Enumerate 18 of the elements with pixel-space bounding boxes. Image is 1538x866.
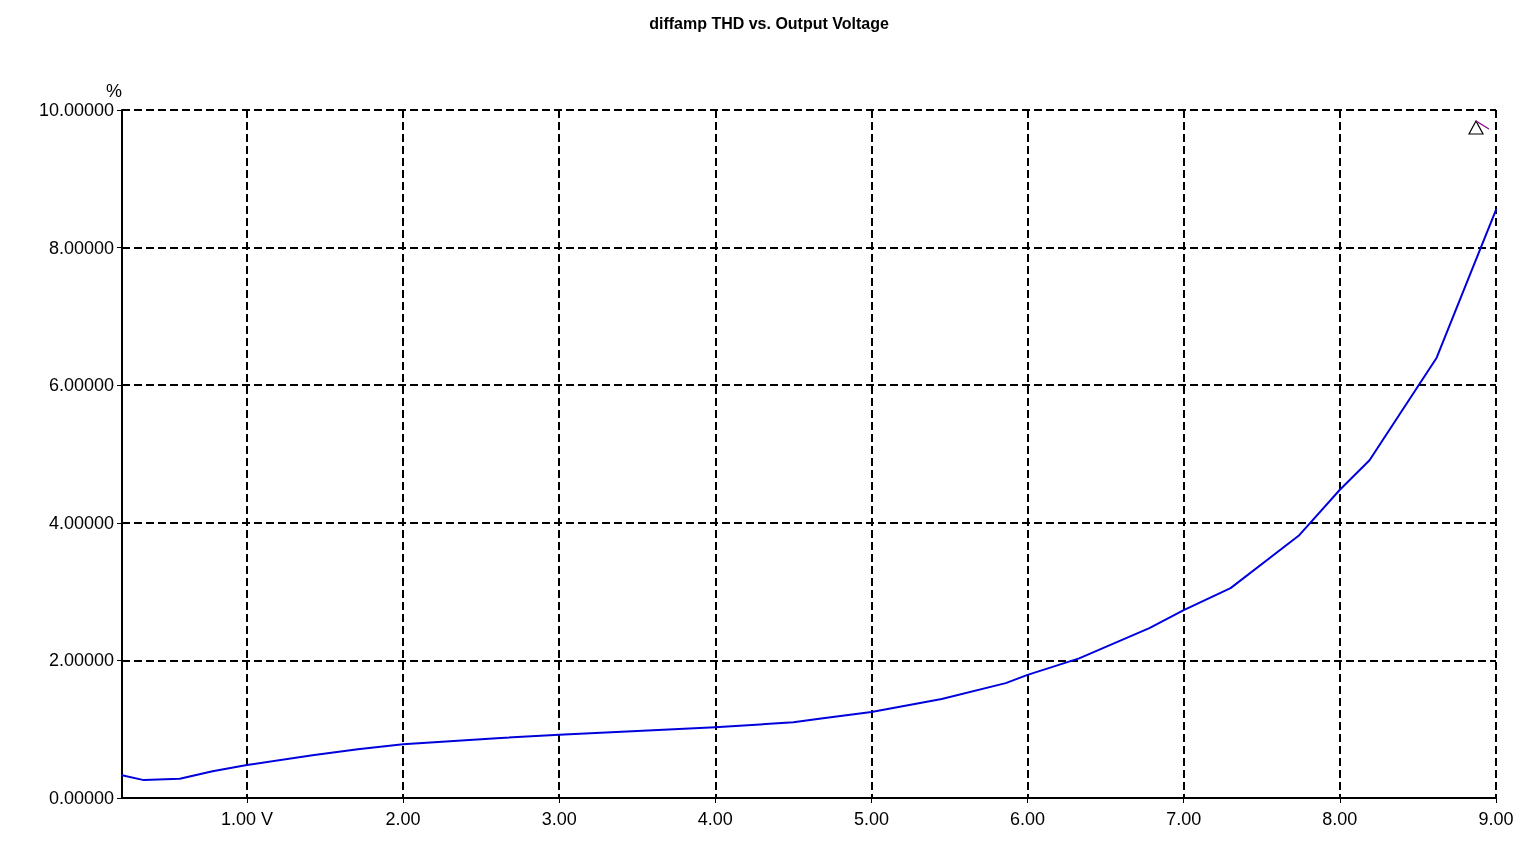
line-series [121, 208, 1497, 782]
y-tick-label: 8.00000 [48, 237, 114, 258]
x-tick-label: 8.00 [1322, 809, 1358, 829]
y-tick-label: 0.00000 [48, 788, 114, 808]
x-tick-label: 6.00 [1010, 809, 1046, 829]
y-tick-label: 10.00000 [38, 100, 114, 120]
x-tick-label: 4.00 [697, 809, 733, 829]
x-tick-label: 7.00 [1166, 809, 1202, 829]
y-tick-label: 6.00000 [48, 375, 114, 396]
chart-title: diffamp THD vs. Output Voltage [649, 14, 889, 32]
x-tick-label: 5.00 [853, 809, 889, 829]
x-tick-label: 2.00 [385, 809, 421, 829]
y-axis-title: % [105, 81, 122, 101]
y-tick-label: 2.00000 [48, 650, 114, 671]
x-tick-label: 9.00 [1478, 809, 1514, 829]
x-tick-label: 3.00 [541, 809, 577, 829]
y-tick-label: 4.00000 [48, 512, 114, 533]
x-tick-label: 1.00 V [220, 809, 273, 829]
